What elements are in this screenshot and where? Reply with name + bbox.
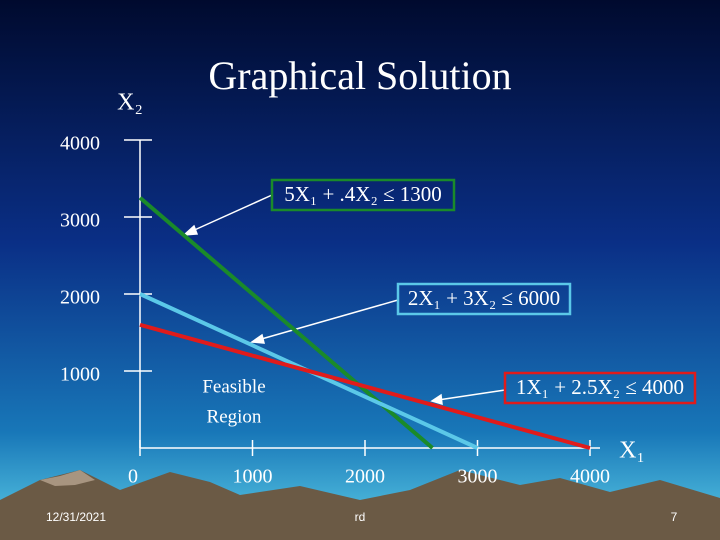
constraint-box [396,282,572,316]
constraint-box [503,371,697,405]
y-tick-label: 3000 [60,210,100,232]
y-tick-label: 4000 [60,133,100,155]
x-tick-label: 3000 [458,466,498,488]
x-tick-label: 0 [128,466,138,488]
y-tick-label: 2000 [60,287,100,309]
x-tick-label: 4000 [570,466,610,488]
mountains-light [40,470,95,486]
y-tick-label: 1000 [60,364,100,386]
legend-label: 5X₁ + .4X₂ ≤ 1300 [284,182,442,206]
chart-title: Graphical Solution [208,53,511,98]
callout-arrows [181,194,506,406]
legend-label: 2X₁ + 3X₂ ≤ 6000 [408,286,560,310]
annotation: Region [207,406,262,427]
constraint-box [270,178,456,212]
x-axis-label: X₁ [619,438,645,464]
x-tick-label: 2000 [345,466,385,488]
x-tick-label: 1000 [233,466,273,488]
y-axis-label: X₂ [117,90,143,116]
page-number: 7 [671,510,678,524]
footer-center: rd [355,510,366,524]
legend-label: 1X₁ + 2.5X₂ ≤ 4000 [516,375,684,399]
mountains [0,470,720,540]
annotation: Feasible [202,376,265,397]
footer-date: 12/31/2021 [46,510,106,524]
constraint-line [139,322,591,450]
